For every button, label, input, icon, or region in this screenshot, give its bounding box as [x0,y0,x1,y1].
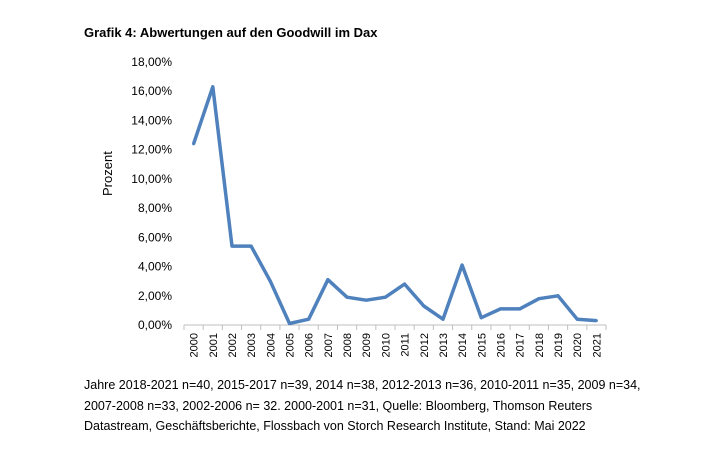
x-tick-label: 2013 [438,333,450,357]
data-point [383,295,387,299]
x-tick-label: 2003 [246,333,258,357]
data-point [249,244,253,248]
data-point [288,322,291,326]
y-tick-label: 18,00% [131,55,172,69]
x-tick-label: 2004 [265,333,277,357]
data-point [479,316,483,320]
data-point [211,85,215,89]
series-line [191,85,597,326]
x-tick-label: 2008 [342,333,354,357]
x-tick-label: 2016 [496,333,508,357]
series-line-group [191,85,598,326]
y-tick-label: 14,00% [131,113,172,127]
x-tick-label: 2006 [304,333,316,357]
data-point [403,282,407,286]
x-tick-label: 2019 [553,333,565,357]
y-axis: 0,00% 2,00% 4,00% 6,00% 8,00% 10,00% 12,00% 14,… [131,55,172,332]
y-tick-label: 4,00% [138,260,172,274]
x-tick-label: 2007 [323,333,335,357]
data-point [575,317,579,321]
x-tick-label: 2017 [515,333,527,357]
x-tick-label: 2011 [400,333,412,357]
data-point [499,307,502,311]
x-tick-label: 2021 [591,333,603,357]
y-tick-label: 2,00% [138,289,172,303]
data-point [345,295,349,299]
x-tick-label: 2000 [189,333,201,357]
data-point [441,317,445,321]
data-point [268,279,272,283]
x-axis: 2000 2001 2002 2003 2004 2005 2006 2007 2008 2009… [183,324,607,357]
y-tick-label: 8,00% [138,201,172,215]
x-tick-label: 2014 [457,333,469,357]
data-point [556,294,560,298]
source-note: Jahre 2018-2021 n=40, 2015-2017 n=39, 20… [84,378,641,433]
data-point [460,263,464,267]
data-point [422,304,426,308]
x-tick-label: 2010 [380,333,392,357]
data-point [230,244,234,248]
data-point [307,317,311,321]
y-tick-label: 0,00% [138,318,172,332]
x-tick-label: 2002 [227,333,239,357]
y-tick-label: 12,00% [131,143,172,157]
y-tick-label: 16,00% [131,84,172,98]
y-tick-label: 6,00% [138,230,172,244]
x-tick-label: 2009 [361,333,373,357]
y-tick-label: 10,00% [131,172,172,186]
x-tick-label: 2018 [534,333,546,357]
x-tick-label: 2001 [208,333,220,357]
x-tick-label: 2020 [572,333,584,357]
x-tick-label: 2005 [285,333,297,357]
data-point [192,142,196,146]
data-point [594,319,598,323]
x-tick-label: 2012 [419,333,431,357]
data-point [364,298,368,302]
data-point [326,278,330,282]
data-point [518,307,522,311]
data-point [537,297,541,301]
x-tick-label: 2015 [476,333,488,357]
chart-title: Grafik 4: Abwertungen auf den Goodwill i… [84,25,378,40]
